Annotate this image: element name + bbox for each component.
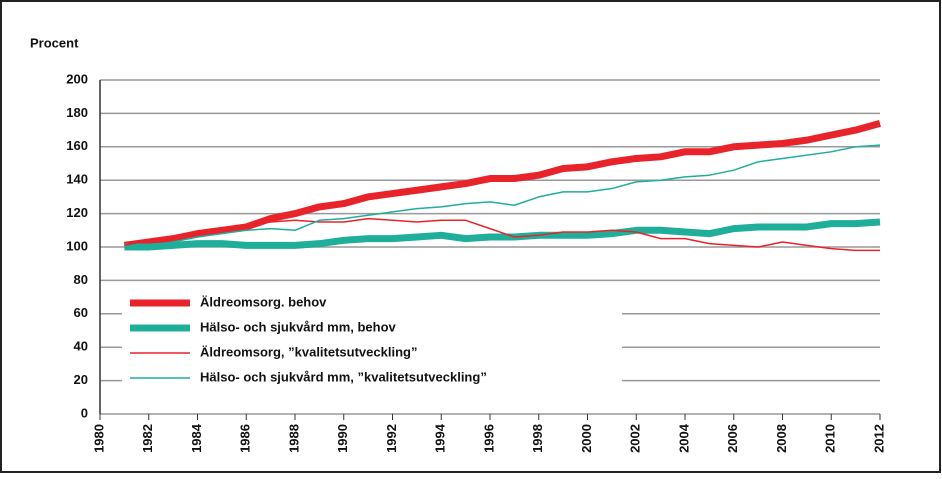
y-tick-label: 20	[74, 372, 88, 387]
x-tick-label: 2006	[725, 424, 740, 453]
x-tick-label: 2000	[579, 424, 594, 453]
x-tick-label: 1996	[481, 424, 496, 453]
legend-box	[122, 288, 622, 388]
x-tick-label: 1980	[91, 424, 106, 453]
series-line	[124, 144, 881, 248]
legend-label: Äldreomsorg. behov	[200, 294, 327, 309]
series-line	[124, 218, 881, 251]
y-axis-label: Procent	[30, 35, 79, 50]
y-tick-label: 60	[74, 305, 88, 320]
x-tick-label: 1984	[189, 423, 204, 453]
y-tick-label: 180	[66, 105, 88, 120]
legend-label: Hälso- och sjukvård mm, ”kvalitetsutveck…	[200, 369, 487, 384]
x-tick-label: 1998	[530, 424, 545, 453]
x-tick-label: 1990	[335, 424, 350, 453]
y-tick-label: 0	[81, 405, 88, 420]
x-tick-label: 1982	[140, 424, 155, 453]
y-tick-label: 120	[66, 205, 88, 220]
x-tick-label: 2012	[871, 424, 886, 453]
y-tick-label: 100	[66, 238, 88, 253]
x-tick-label: 1992	[384, 424, 399, 453]
x-tick-label: 1986	[238, 424, 253, 453]
legend-label: Hälso- och sjukvård mm, behov	[200, 319, 397, 334]
y-tick-label: 140	[66, 172, 88, 187]
x-tick-label: 1994	[433, 423, 448, 453]
y-tick-label: 200	[66, 71, 88, 86]
y-tick-label: 160	[66, 138, 88, 153]
x-tick-label: 2002	[628, 424, 643, 453]
legend-label: Äldreomsorg, ”kvalitetsutveckling”	[200, 344, 417, 359]
x-tick-label: 2004	[676, 423, 691, 453]
x-tick-label: 1988	[286, 424, 301, 453]
x-tick-label: 2010	[823, 424, 838, 453]
x-tick-label: 2008	[774, 424, 789, 453]
y-tick-label: 80	[74, 272, 88, 287]
series-line	[124, 217, 880, 252]
series-line	[123, 120, 881, 249]
y-tick-label: 40	[74, 339, 88, 354]
